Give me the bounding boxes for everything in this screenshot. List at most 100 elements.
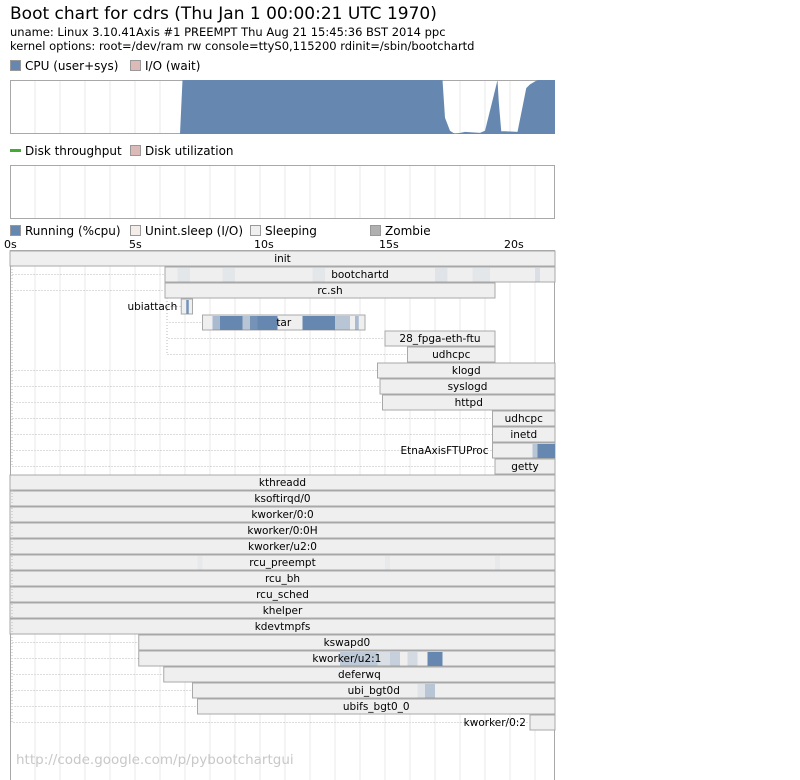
legend-running: Running (%cpu) (10, 224, 121, 238)
process-cpu-segment (242, 316, 250, 330)
process-label: httpd (455, 397, 483, 409)
process-label: khelper (263, 605, 303, 617)
process-connector (11, 266, 493, 451)
process-bar (9, 586, 556, 603)
process-cpu-segment (407, 652, 418, 666)
legend-swatch-zombie (370, 225, 381, 236)
legend-swatch-unint (130, 225, 141, 236)
process-bar (9, 474, 556, 491)
process-connector (11, 490, 139, 643)
process-label: ubiattach (127, 301, 177, 313)
legend-io-wait: I/O (wait) (130, 59, 200, 73)
process-label: inetd (510, 429, 537, 441)
process-label: kworker/u2:1 (312, 653, 381, 665)
process-cpu-segment (355, 316, 359, 330)
legend-uninterruptible-sleep: Unint.sleep (I/O) (130, 224, 243, 238)
process-cpu-segment (417, 684, 425, 698)
process-label: kswapd0 (324, 637, 371, 649)
legend-cpu-user-sys: CPU (user+sys) (10, 59, 118, 73)
process-bar (163, 666, 556, 683)
process-connector (11, 266, 495, 467)
process-label: init (274, 253, 291, 265)
process-label: syslogd (448, 381, 488, 393)
process-bar (9, 490, 556, 507)
legend-label: Running (%cpu) (25, 224, 121, 238)
legend-label: Sleeping (265, 224, 317, 238)
legend-label: I/O (wait) (145, 59, 201, 73)
process-bar (9, 538, 556, 555)
process-bar (192, 682, 556, 699)
process-label: udhcpc (505, 413, 543, 425)
legend-swatch-cpu (10, 60, 21, 71)
process-cpu-segment (472, 268, 490, 282)
legend-label: Unint.sleep (I/O) (145, 224, 244, 238)
legend-label: Zombie (385, 224, 431, 238)
legend-swatch-sleeping (250, 225, 261, 236)
process-cpu-segment (250, 316, 258, 330)
process-cpu-segment (212, 316, 220, 330)
process-cpu-segment (495, 556, 500, 570)
legend-swatch-throughput (10, 149, 21, 152)
legend-swatch-running (10, 225, 21, 236)
process-label: rcu_preempt (249, 557, 315, 569)
process-label: rc.sh (317, 285, 342, 297)
process-label: deferwq (338, 669, 381, 681)
process-label: kworker/u2:0 (248, 541, 317, 553)
process-label: kthreadd (259, 477, 306, 489)
time-tick-label: 5s (129, 238, 142, 251)
footer-url: http://code.google.com/p/pybootchartgui (16, 752, 294, 768)
process-label: ksoftirqd/0 (254, 493, 310, 505)
process-bar (9, 554, 556, 571)
process-cpu-segment (197, 556, 203, 570)
process-label: klogd (452, 365, 481, 377)
process-label: getty (511, 461, 539, 473)
uname-line: uname: Linux 3.10.41Axis #1 PREEMPT Thu … (10, 25, 446, 39)
process-label: tar (276, 317, 292, 329)
process-bar (9, 506, 556, 523)
time-tick-label: 10s (254, 238, 274, 251)
process-cpu-segment (257, 316, 278, 330)
process-cpu-segment (435, 268, 448, 282)
process-label: udhcpc (432, 349, 470, 361)
process-bar (377, 362, 556, 379)
process-cpu-segment (535, 268, 540, 282)
process-label: kdevtmpfs (255, 621, 311, 633)
process-label: kworker/0:0 (251, 509, 313, 521)
process-bar (9, 618, 556, 635)
legend-disk-utilization: Disk utilization (130, 144, 234, 158)
process-bar (382, 394, 556, 411)
process-bar (164, 266, 556, 283)
process-bar (492, 426, 556, 443)
process-bar (9, 602, 556, 619)
process-label: kworker/0:2 (464, 717, 526, 729)
process-bar (9, 522, 556, 539)
kernel-options-line: kernel options: root=/dev/ram rw console… (10, 39, 475, 53)
legend-sleeping: Sleeping (250, 224, 317, 238)
time-tick-label: 20s (504, 238, 524, 251)
process-cpu-segment (220, 316, 243, 330)
process-cpu-segment (186, 300, 189, 314)
process-cpu-segment (390, 652, 400, 666)
process-label: ubifs_bgt0_0 (343, 701, 410, 713)
process-label: rcu_sched (256, 589, 309, 601)
process-bar (197, 698, 556, 715)
process-bar (407, 346, 496, 363)
process-label: EtnaAxisFTUProc (400, 445, 488, 457)
legend-swatch-io (130, 60, 141, 71)
process-cpu-segment (427, 652, 443, 666)
process-bar (138, 634, 556, 651)
legend-label: CPU (user+sys) (25, 59, 119, 73)
process-bar (9, 570, 556, 587)
process-cpu-segment (335, 316, 350, 330)
process-label: kworker/0:0H (247, 525, 317, 537)
process-label: ubi_bgt0d (348, 685, 400, 697)
time-tick-label: 0s (4, 238, 17, 251)
process-bar (138, 650, 556, 667)
process-label: bootchartd (331, 269, 389, 281)
process-bar (529, 714, 556, 731)
legend-label: Disk utilization (145, 144, 234, 158)
process-cpu-segment (177, 268, 190, 282)
process-connector (166, 298, 408, 355)
process-connector (11, 266, 378, 371)
